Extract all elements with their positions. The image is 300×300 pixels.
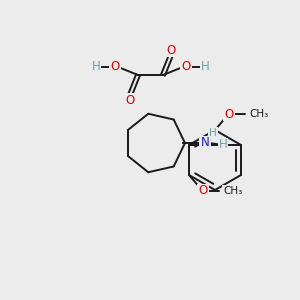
Text: CH₃: CH₃ xyxy=(249,109,268,119)
Text: O: O xyxy=(224,107,234,121)
Text: H: H xyxy=(201,61,209,74)
Text: O: O xyxy=(110,61,120,74)
Text: H: H xyxy=(92,61,100,74)
Text: H: H xyxy=(209,128,217,138)
Text: O: O xyxy=(182,61,190,74)
Text: O: O xyxy=(125,94,135,106)
Text: H: H xyxy=(219,139,227,152)
Text: CH₃: CH₃ xyxy=(223,186,242,196)
Text: O: O xyxy=(167,44,176,56)
Text: O: O xyxy=(200,139,210,152)
Text: N: N xyxy=(201,136,209,149)
Text: O: O xyxy=(198,184,208,197)
